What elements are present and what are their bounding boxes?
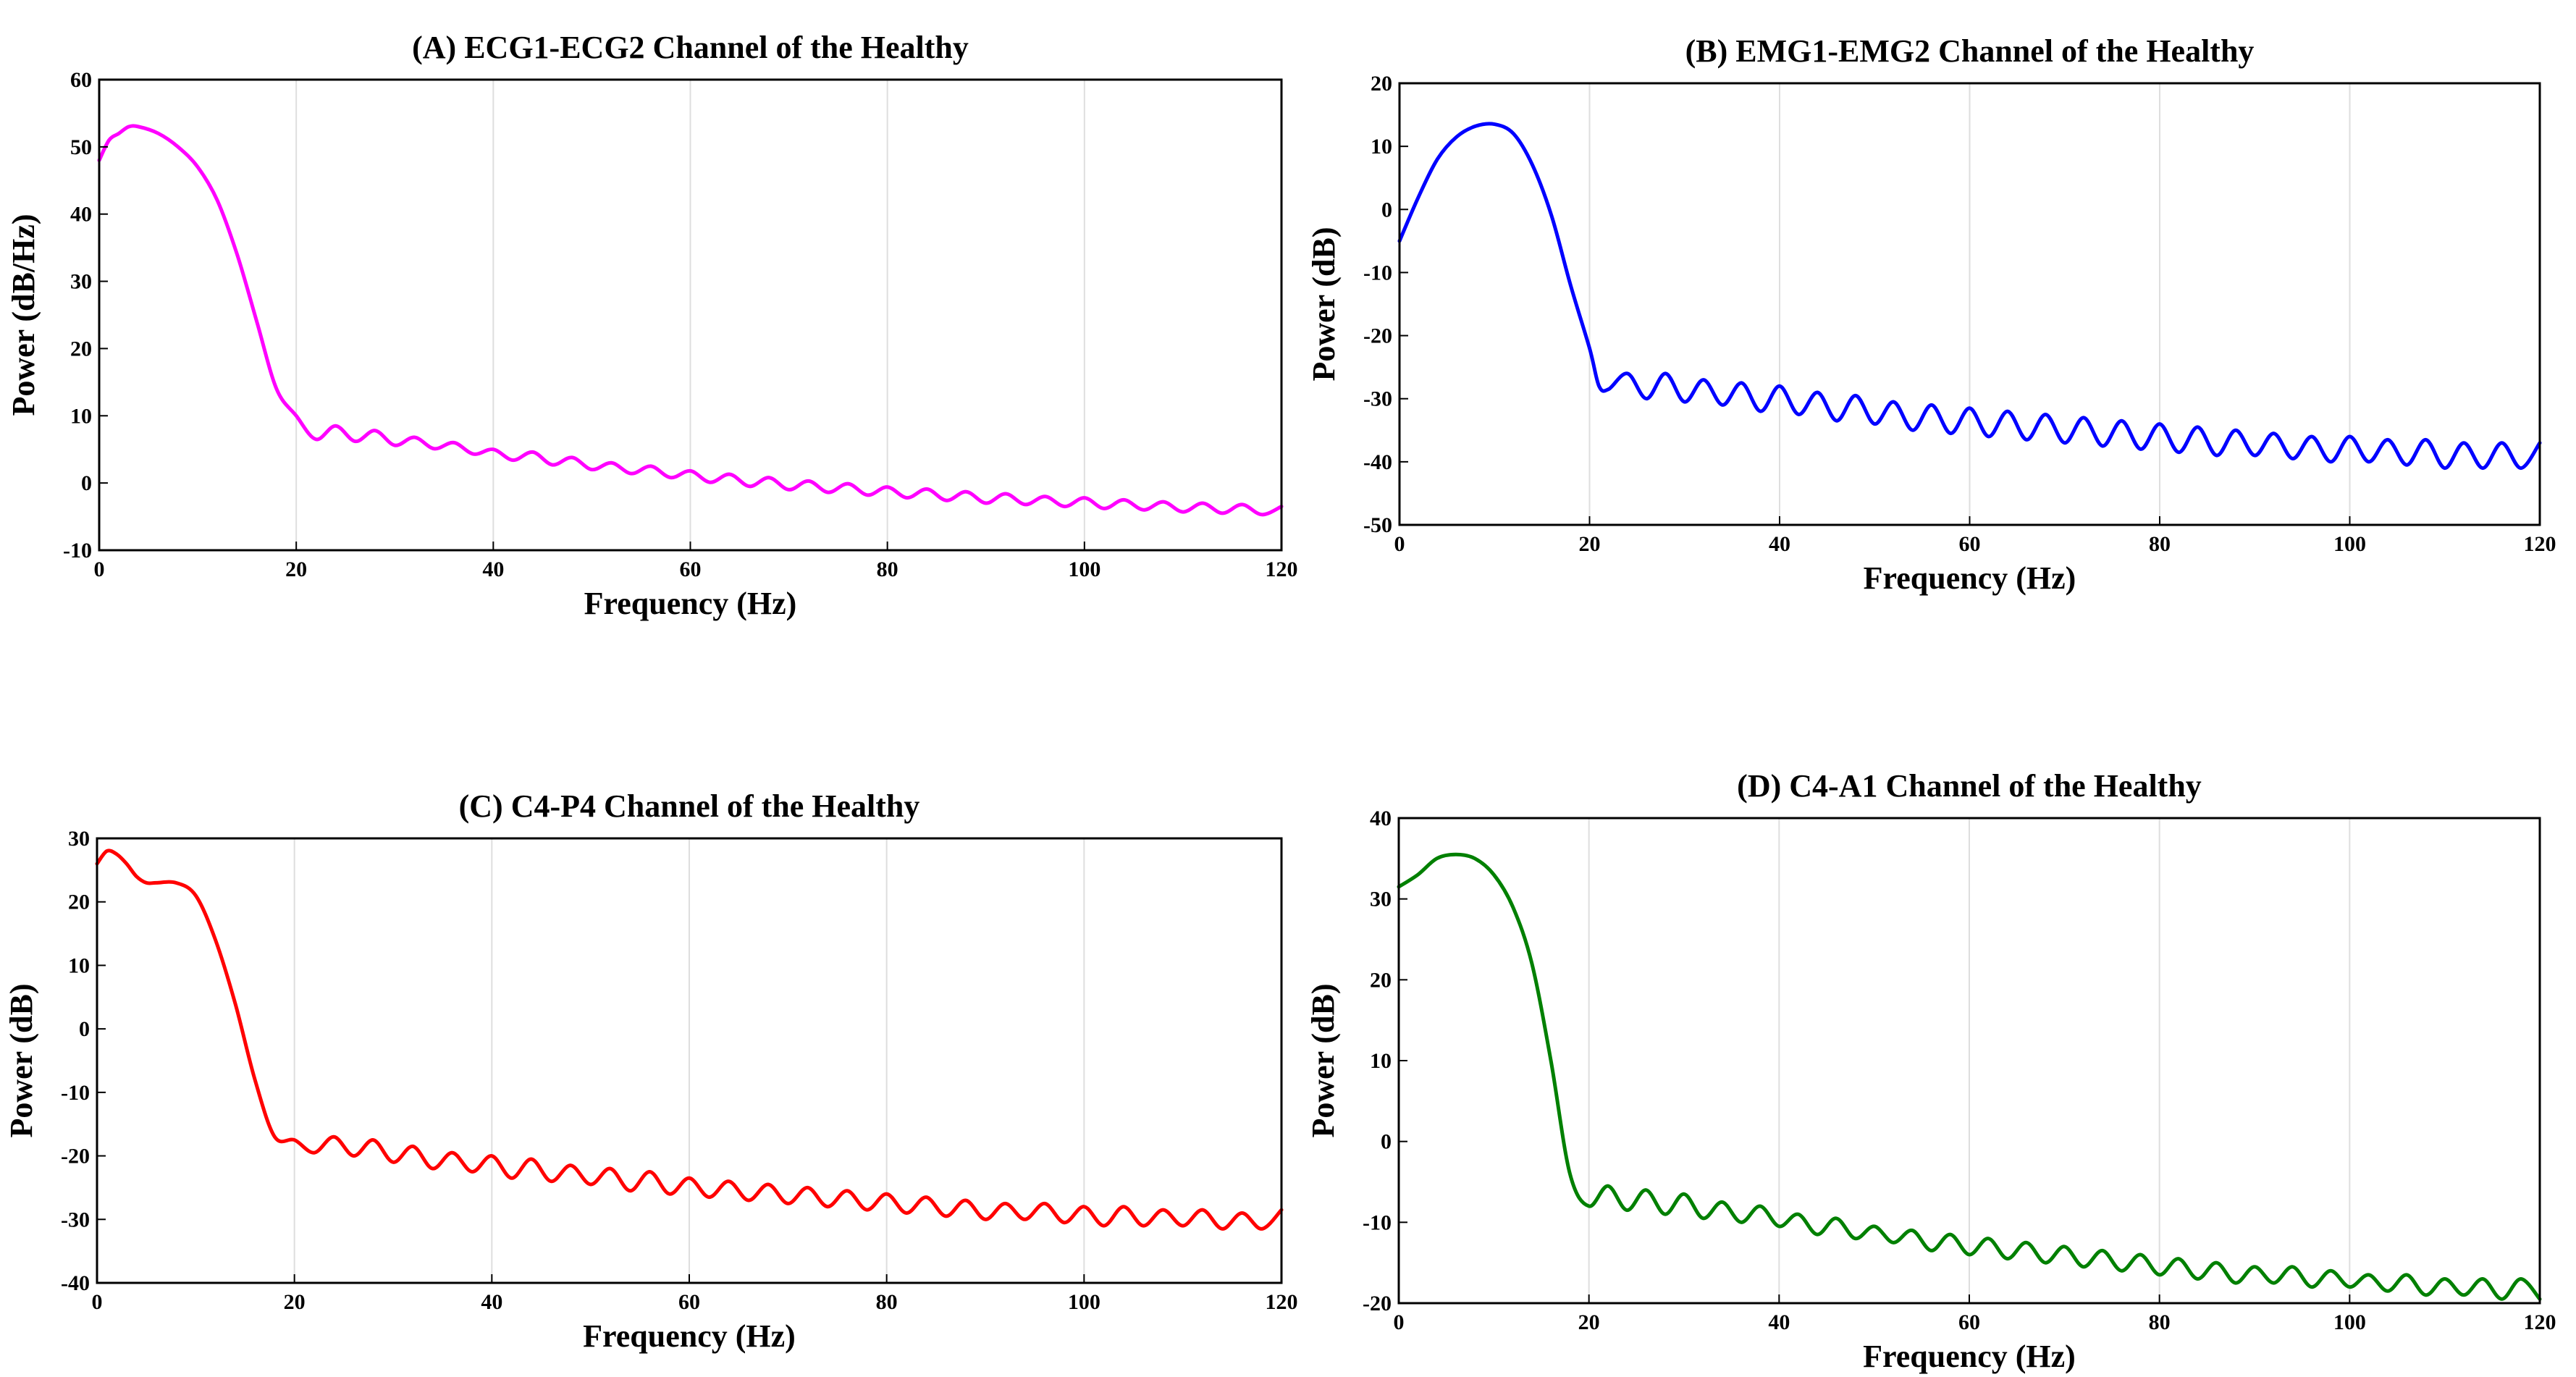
y-tick-label: -30 — [1363, 387, 1392, 411]
x-tick-label: 100 — [1068, 557, 1100, 581]
y-tick-label: -10 — [63, 539, 92, 563]
y-tick-label: 10 — [1371, 135, 1392, 159]
y-tick-label: -40 — [1363, 450, 1392, 474]
x-tick-label: 0 — [94, 557, 105, 581]
chart-title-b: (B) EMG1-EMG2 Channel of the Healthy — [1685, 33, 2255, 69]
y-tick-label: 10 — [70, 404, 92, 428]
chart-title-a: (A) ECG1-ECG2 Channel of the Healthy — [412, 30, 969, 65]
series-line-d — [1397, 852, 2542, 1301]
x-tick-label: 20 — [284, 1290, 306, 1314]
y-tick-label: -40 — [61, 1271, 90, 1295]
x-tick-label: 100 — [2333, 1310, 2366, 1334]
y-tick-label: -10 — [61, 1081, 90, 1105]
y-tick-label: 60 — [70, 68, 92, 92]
y-tick-label: 0 — [1381, 198, 1392, 222]
y-tick-label: 10 — [1370, 1049, 1392, 1073]
chart-title-d: (D) C4-A1 Channel of the Healthy — [1737, 768, 2202, 804]
x-tick-label: 20 — [1579, 532, 1601, 556]
x-tick-label: 40 — [481, 1290, 502, 1314]
x-tick-label: 60 — [680, 557, 702, 581]
x-axis-label-c: Frequency (Hz) — [583, 1318, 796, 1354]
x-axis-label-a: Frequency (Hz) — [584, 586, 797, 621]
x-tick-label: 60 — [1959, 532, 1981, 556]
y-tick-label: -20 — [1363, 1292, 1392, 1315]
x-tick-label: 0 — [1394, 1310, 1405, 1334]
x-tick-label: 120 — [2524, 532, 2556, 556]
y-tick-label: 40 — [1370, 807, 1392, 830]
y-tick-label: -30 — [61, 1208, 90, 1231]
x-tick-label: 80 — [2149, 1310, 2171, 1334]
x-tick-label: 120 — [1266, 1290, 1298, 1314]
chart-panel-b: 0 20 40 60 80 100 120 -50 -40 -30 -20 -10 0 10 20 (B) E… — [1306, 33, 2556, 596]
x-tick-label: 0 — [1394, 532, 1405, 556]
y-tick-label: 30 — [70, 270, 92, 294]
chart-panel-d: 0 20 40 60 80 100 120 -20 -10 0 10 20 30 40 (D) C4-A1 … — [1305, 768, 2556, 1374]
y-tick-label: 30 — [1370, 888, 1392, 911]
x-tick-label: 40 — [482, 557, 504, 581]
x-tick-label: 100 — [2333, 532, 2366, 556]
x-tick-label: 120 — [2524, 1310, 2556, 1334]
x-tick-label: 40 — [1769, 532, 1790, 556]
chart-panel-c: 0 20 40 60 80 100 120 -40 -30 -20 -10 0 10 20 30 (C) C4… — [4, 788, 1298, 1354]
chart-title-c: (C) C4-P4 Channel of the Healthy — [459, 788, 920, 824]
y-tick-label: -20 — [1363, 324, 1392, 348]
series-line-c — [95, 848, 1284, 1231]
x-tick-label: 0 — [92, 1290, 103, 1314]
y-tick-label: 20 — [68, 890, 90, 914]
y-tick-label: 20 — [1371, 72, 1392, 96]
y-tick-label: 50 — [70, 135, 92, 159]
y-tick-label: 0 — [81, 471, 92, 495]
x-tick-label: 40 — [1768, 1310, 1790, 1334]
y-tick-label: 20 — [70, 337, 92, 361]
y-tick-label: 30 — [68, 827, 90, 851]
y-axis-label-c: Power (dB) — [4, 983, 39, 1137]
x-tick-label: 100 — [1068, 1290, 1100, 1314]
series-line-b — [1397, 122, 2542, 471]
x-axis-label-d: Frequency (Hz) — [1863, 1339, 2076, 1374]
x-tick-label: 120 — [1266, 557, 1298, 581]
y-tick-label: 10 — [68, 953, 90, 977]
y-tick-label: -20 — [61, 1145, 90, 1168]
y-tick-label: 40 — [70, 203, 92, 227]
y-axis-label-b: Power (dB) — [1306, 227, 1342, 381]
y-axis-label-a: Power (dB/Hz) — [6, 214, 41, 416]
y-tick-label: 20 — [1370, 968, 1392, 992]
series-line-a — [97, 124, 1284, 517]
x-tick-label: 20 — [285, 557, 307, 581]
x-tick-label: 20 — [1578, 1310, 1600, 1334]
x-tick-label: 60 — [1958, 1310, 1980, 1334]
x-tick-label: 80 — [877, 557, 898, 581]
y-tick-label: -10 — [1363, 261, 1392, 285]
x-axis-label-b: Frequency (Hz) — [1864, 560, 2076, 596]
x-tick-label: 80 — [2149, 532, 2171, 556]
y-tick-label: -50 — [1363, 513, 1392, 537]
y-axis-label-d: Power (dB) — [1305, 983, 1341, 1137]
x-tick-label: 80 — [876, 1290, 898, 1314]
x-tick-label: 60 — [678, 1290, 700, 1314]
y-tick-label: -10 — [1363, 1210, 1392, 1234]
y-tick-label: 0 — [1381, 1130, 1392, 1154]
y-tick-label: 0 — [79, 1017, 90, 1041]
